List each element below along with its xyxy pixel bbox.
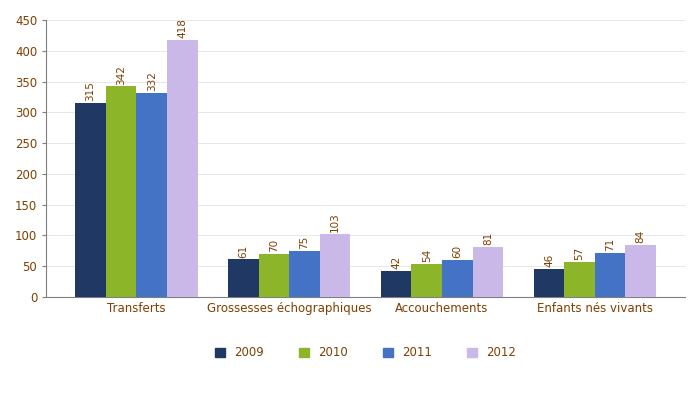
Bar bbox=[320, 234, 351, 297]
Text: 418: 418 bbox=[177, 18, 188, 38]
Bar bbox=[289, 251, 320, 297]
Text: 81: 81 bbox=[483, 232, 493, 245]
Bar bbox=[76, 103, 106, 297]
Text: 84: 84 bbox=[636, 230, 645, 243]
Bar bbox=[533, 269, 564, 297]
Text: 103: 103 bbox=[330, 212, 340, 232]
Text: 332: 332 bbox=[147, 71, 157, 91]
Text: 70: 70 bbox=[269, 239, 279, 252]
Bar bbox=[442, 260, 472, 297]
Text: 71: 71 bbox=[605, 238, 615, 252]
Bar bbox=[259, 254, 289, 297]
Bar bbox=[595, 253, 625, 297]
Bar bbox=[136, 93, 167, 297]
Bar bbox=[564, 262, 595, 297]
Text: 60: 60 bbox=[452, 245, 462, 258]
Bar bbox=[412, 264, 442, 297]
Text: 54: 54 bbox=[422, 249, 432, 262]
Text: 315: 315 bbox=[85, 81, 96, 101]
Bar bbox=[228, 259, 259, 297]
Text: 42: 42 bbox=[391, 256, 401, 269]
Bar bbox=[473, 247, 503, 297]
Text: 342: 342 bbox=[116, 65, 126, 85]
Bar bbox=[167, 40, 197, 297]
Bar bbox=[625, 245, 656, 297]
Bar bbox=[106, 86, 136, 297]
Legend: 2009, 2010, 2011, 2012: 2009, 2010, 2011, 2012 bbox=[211, 342, 521, 364]
Text: 57: 57 bbox=[575, 247, 584, 260]
Text: 61: 61 bbox=[239, 244, 248, 258]
Text: 75: 75 bbox=[300, 236, 309, 249]
Bar bbox=[381, 271, 412, 297]
Text: 46: 46 bbox=[544, 254, 554, 267]
